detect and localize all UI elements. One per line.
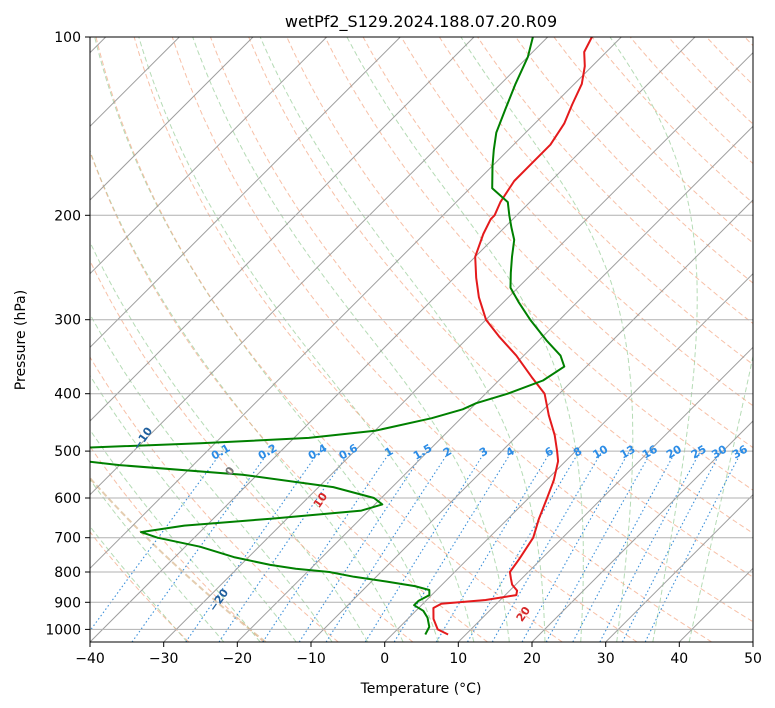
mixing-ratio-line (185, 450, 320, 642)
isotherm-line (531, 420, 753, 642)
mixing-ratio-line (364, 450, 486, 642)
moist-adiabat-line (90, 429, 261, 642)
isotherm-line (384, 272, 753, 642)
mixing-ratio-line (521, 450, 630, 642)
isotherm-line (163, 51, 753, 642)
y-tick-label: 800 (54, 565, 81, 581)
x-axis: −40 −30 −20 −10 0 10 20 30 40 50 (75, 642, 762, 667)
x-tick-label: −40 (75, 651, 105, 667)
isotherm-line (90, 37, 696, 642)
dry-adiabat-line (90, 259, 414, 642)
isotherm-line (90, 37, 475, 422)
moist-adiabat-line (90, 478, 225, 642)
mixing-ratio-line (325, 450, 450, 642)
dry-adiabat-line (248, 37, 753, 578)
dry-adiabat-line (286, 37, 753, 534)
plot-frame (89, 36, 754, 643)
grid-lines (90, 37, 753, 642)
dry-adiabat-line (553, 37, 753, 244)
x-tick-label: 0 (380, 651, 389, 667)
y-tick-label: 300 (54, 313, 81, 329)
moist-adiabat-line (609, 37, 698, 642)
x-tick-label: −10 (296, 651, 326, 667)
mixing-ratio-line (218, 450, 351, 642)
y-axis: 100 200 300 400 500 600 700 800 900 1000 (45, 30, 90, 638)
profile-series-line (432, 37, 593, 636)
dry-adiabat-line (95, 37, 563, 642)
mixing-ratio-line (572, 450, 677, 642)
isotherm-line (90, 37, 549, 496)
x-tick-label: 40 (670, 651, 688, 667)
y-tick-label: 600 (54, 491, 81, 507)
profile-lines (90, 37, 593, 636)
isotherm-line (90, 37, 328, 275)
dry-adiabat-line (438, 37, 753, 365)
y-axis-title: Pressure (hPa) (13, 290, 29, 390)
isotherm-line (90, 37, 254, 201)
moist-adiabat-line (90, 149, 404, 642)
dry-adiabat-line (90, 150, 488, 642)
mixing-ratio-line (491, 450, 603, 642)
isotherm-line (310, 199, 753, 642)
profile-series-line (90, 37, 566, 635)
y-tick-label: 200 (54, 208, 81, 224)
y-tick-label: 100 (54, 30, 81, 46)
moist-adiabat-line (90, 313, 333, 642)
x-tick-label: 50 (744, 651, 762, 667)
chart-title: wetPf2_S129.2024.188.07.20.R09 (285, 12, 557, 32)
moist-adiabat-line (90, 241, 369, 642)
dry-adiabat-line (400, 37, 753, 407)
dry-adiabat-line (324, 37, 753, 491)
x-tick-label: 20 (523, 651, 541, 667)
x-tick-label: 30 (597, 651, 615, 667)
y-tick-label: 900 (54, 595, 81, 611)
moist-adiabat-line (90, 525, 188, 642)
moist-adiabat-line (94, 37, 439, 642)
x-tick-label: −20 (223, 651, 253, 667)
isotherm-line (90, 37, 622, 570)
y-tick-label: 400 (54, 387, 81, 403)
dry-adiabat-line (591, 37, 753, 204)
x-axis-title: Temperature (°C) (360, 681, 482, 697)
isotherm-line (236, 125, 753, 642)
mixing-ratio-line (435, 450, 552, 642)
dry-adiabat-line (210, 37, 753, 623)
reference-adiabat-line (90, 476, 267, 642)
moist-adiabat-line (346, 37, 584, 642)
moist-adiabat-line (192, 37, 510, 642)
mixing-ratio-line (90, 450, 223, 632)
moist-adiabat-line (688, 353, 753, 642)
x-tick-label: −30 (149, 651, 179, 667)
x-tick-label: 10 (449, 651, 467, 667)
y-tick-label: 500 (54, 444, 81, 460)
mixing-ratio-line (393, 450, 513, 642)
isotherm-line (457, 346, 753, 642)
plot-background (90, 37, 753, 642)
dry-adiabat-line (90, 531, 190, 642)
isotherm-line (605, 493, 753, 642)
isotherm-line (752, 641, 753, 642)
mixing-ratio-line (467, 450, 580, 642)
y-tick-label: 700 (54, 531, 81, 547)
isotherm-line (90, 37, 401, 349)
dry-adiabat-line (90, 356, 339, 642)
dry-adiabat-line (133, 37, 638, 642)
y-tick-label: 1000 (45, 622, 81, 638)
dry-adiabat-line (171, 37, 712, 642)
